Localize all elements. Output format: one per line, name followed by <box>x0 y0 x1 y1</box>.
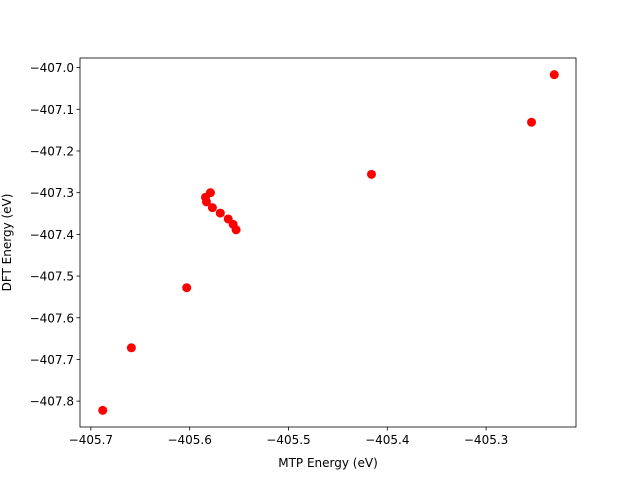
data-point-0 <box>98 405 108 415</box>
data-point-11 <box>366 169 376 179</box>
data-point-1 <box>126 343 136 353</box>
x-axis-ticks: −405.7 −405.6 −405.5 −405.4 −405.3 <box>69 427 508 447</box>
data-point-6 <box>207 203 217 213</box>
y-tick-label: −407.8 <box>30 395 74 409</box>
axes-frame <box>79 57 577 428</box>
x-tick-label: −405.3 <box>464 433 508 447</box>
y-tick-label: −407.2 <box>30 144 74 158</box>
y-tick-label: −407.7 <box>30 353 74 367</box>
x-axis-label: MTP Energy (eV) <box>278 456 378 470</box>
y-tick-label: −407.5 <box>30 270 74 284</box>
y-axis-ticks: −407.0 −407.1 −407.2 −407.3 −407.4 −407.5 −407… <box>30 61 80 409</box>
data-point-2 <box>182 283 192 293</box>
data-point-5 <box>205 188 215 198</box>
data-point-4 <box>201 197 211 207</box>
data-point-12 <box>527 117 537 127</box>
data-point-10 <box>231 225 241 235</box>
data-points <box>98 70 559 415</box>
y-tick-label: −407.0 <box>30 61 74 75</box>
y-tick-label: −407.1 <box>30 103 74 117</box>
y-tick-label: −407.4 <box>30 228 74 242</box>
data-point-13 <box>549 70 559 80</box>
y-axis-label: DFT Energy (eV) <box>0 194 14 292</box>
x-tick-label: −405.7 <box>69 433 113 447</box>
x-tick-label: −405.5 <box>266 433 310 447</box>
y-tick-label: −407.3 <box>30 186 74 200</box>
x-tick-label: −405.4 <box>365 433 409 447</box>
x-tick-label: −405.6 <box>167 433 211 447</box>
y-tick-label: −407.6 <box>30 311 74 325</box>
data-point-7 <box>215 208 225 218</box>
